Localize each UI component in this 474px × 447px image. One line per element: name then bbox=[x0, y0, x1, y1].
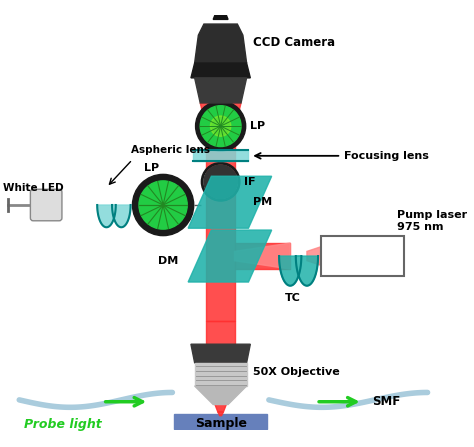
Polygon shape bbox=[195, 24, 246, 63]
FancyBboxPatch shape bbox=[321, 236, 404, 276]
Circle shape bbox=[200, 105, 241, 147]
Polygon shape bbox=[218, 412, 223, 416]
Text: Probe light: Probe light bbox=[24, 418, 101, 431]
Polygon shape bbox=[200, 103, 241, 126]
Polygon shape bbox=[279, 256, 318, 286]
Text: Focusing lens: Focusing lens bbox=[344, 151, 429, 161]
Text: 50X Objective: 50X Objective bbox=[253, 367, 340, 377]
Circle shape bbox=[196, 101, 246, 151]
Polygon shape bbox=[213, 15, 228, 19]
Polygon shape bbox=[195, 78, 246, 103]
Text: PM: PM bbox=[253, 197, 272, 207]
Text: LP: LP bbox=[145, 163, 160, 173]
Text: TC: TC bbox=[285, 293, 301, 303]
Circle shape bbox=[139, 181, 187, 229]
Polygon shape bbox=[193, 150, 248, 161]
Text: SMF: SMF bbox=[372, 395, 400, 408]
Polygon shape bbox=[195, 363, 246, 386]
Polygon shape bbox=[188, 230, 272, 282]
Text: LP: LP bbox=[250, 121, 265, 131]
Polygon shape bbox=[97, 205, 131, 227]
Polygon shape bbox=[235, 243, 290, 269]
Polygon shape bbox=[191, 344, 250, 363]
Circle shape bbox=[210, 116, 231, 136]
Polygon shape bbox=[191, 63, 250, 78]
Text: Aspheric lens: Aspheric lens bbox=[131, 145, 210, 155]
Polygon shape bbox=[195, 386, 246, 405]
Polygon shape bbox=[206, 126, 236, 321]
Polygon shape bbox=[307, 247, 321, 266]
FancyBboxPatch shape bbox=[30, 189, 62, 221]
Circle shape bbox=[204, 165, 237, 198]
Polygon shape bbox=[174, 414, 267, 429]
Text: White LED: White LED bbox=[3, 183, 64, 193]
Text: Sample: Sample bbox=[195, 417, 246, 430]
Polygon shape bbox=[211, 395, 230, 412]
Polygon shape bbox=[188, 176, 272, 228]
Text: Pump laser
975 nm: Pump laser 975 nm bbox=[397, 210, 467, 232]
Circle shape bbox=[132, 174, 194, 236]
Text: CCD Camera: CCD Camera bbox=[253, 36, 335, 49]
Text: IF: IF bbox=[244, 177, 255, 187]
Polygon shape bbox=[211, 354, 230, 395]
Polygon shape bbox=[206, 321, 236, 354]
Text: DM: DM bbox=[157, 256, 178, 266]
